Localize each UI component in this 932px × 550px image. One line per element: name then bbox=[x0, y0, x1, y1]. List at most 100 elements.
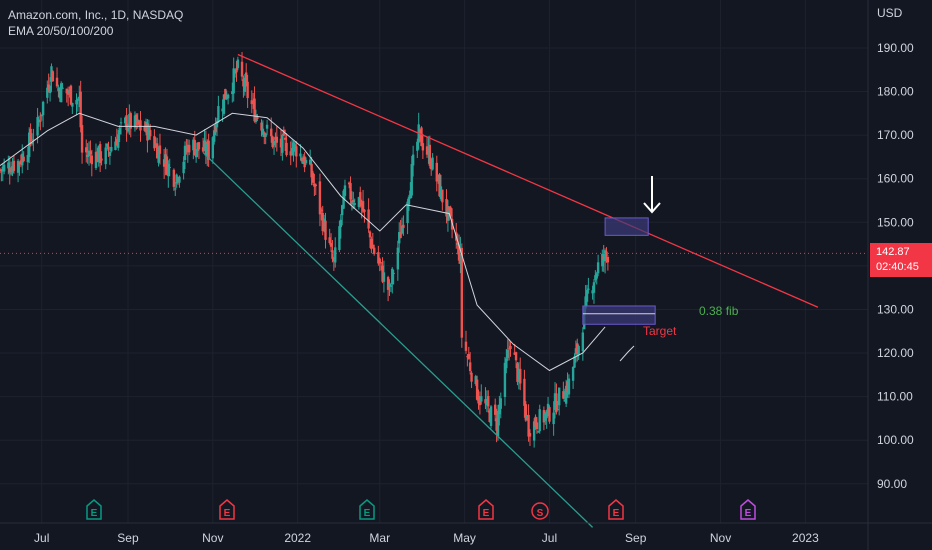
candle bbox=[226, 93, 230, 105]
candle-body bbox=[274, 136, 277, 140]
candle-body bbox=[119, 122, 123, 124]
time-tick-label: Jul bbox=[542, 531, 557, 545]
candle-body bbox=[513, 352, 516, 355]
candle bbox=[555, 383, 558, 415]
candle-body bbox=[270, 128, 273, 137]
candle-body bbox=[186, 144, 189, 153]
candle bbox=[146, 119, 149, 153]
candle bbox=[96, 147, 99, 163]
candle bbox=[441, 189, 444, 211]
candle bbox=[389, 282, 393, 293]
candle-body bbox=[85, 147, 88, 153]
candle-body bbox=[245, 72, 248, 84]
candle-body bbox=[58, 89, 62, 99]
event-marker-e[interactable]: E bbox=[86, 499, 102, 520]
candle bbox=[167, 160, 170, 188]
candle-body bbox=[47, 84, 50, 90]
candle-body bbox=[129, 113, 132, 129]
candle bbox=[300, 156, 304, 164]
candle-body bbox=[370, 238, 373, 250]
candle-body bbox=[409, 190, 412, 199]
candle bbox=[591, 285, 594, 300]
candle-body bbox=[201, 147, 205, 152]
candle-body bbox=[594, 275, 597, 280]
candle bbox=[16, 158, 20, 183]
candle-body bbox=[595, 273, 598, 279]
candle bbox=[460, 243, 464, 348]
candle-body bbox=[222, 94, 226, 114]
candle bbox=[206, 139, 209, 167]
candle bbox=[566, 372, 569, 398]
candle-body bbox=[61, 87, 64, 89]
event-marker-e[interactable]: E bbox=[478, 499, 494, 520]
down-arrow-icon[interactable] bbox=[643, 176, 661, 214]
candle-body bbox=[574, 348, 578, 355]
candle bbox=[155, 137, 159, 159]
candle bbox=[321, 205, 324, 236]
candle bbox=[250, 90, 253, 114]
candle-body bbox=[115, 139, 119, 146]
candle-body bbox=[197, 142, 201, 150]
candle-body bbox=[538, 409, 541, 432]
price-zones[interactable] bbox=[582, 217, 656, 325]
event-marker-e[interactable]: E bbox=[608, 499, 624, 520]
candle-body bbox=[32, 139, 35, 141]
candle bbox=[457, 234, 461, 264]
candle-body bbox=[57, 88, 60, 92]
candle-body bbox=[107, 146, 110, 151]
candle bbox=[172, 168, 176, 191]
time-axis[interactable]: Jul Sep Nov 2022 Mar May Jul Sep Nov 2023 bbox=[34, 531, 819, 545]
candle-body bbox=[563, 399, 566, 402]
time-tick-label: Mar bbox=[369, 531, 390, 545]
candle-body bbox=[498, 404, 501, 415]
candle-body bbox=[400, 225, 404, 234]
candle-body bbox=[7, 162, 10, 169]
event-marker-e[interactable]: E bbox=[359, 499, 375, 520]
candle bbox=[275, 125, 279, 152]
candle-body bbox=[318, 181, 322, 215]
symbol-title[interactable]: Amazon.com, Inc., 1D, NASDAQ bbox=[8, 8, 184, 22]
countdown-timer: 02:40:45 bbox=[876, 261, 919, 274]
candle-body bbox=[135, 114, 138, 125]
candle bbox=[224, 88, 227, 100]
resistance-trendline bbox=[237, 53, 819, 308]
candle-body bbox=[16, 160, 20, 173]
candle bbox=[264, 132, 267, 145]
target-arrow-line bbox=[619, 345, 635, 362]
candle-body bbox=[272, 140, 276, 146]
candle bbox=[114, 136, 117, 151]
candle bbox=[37, 115, 41, 127]
event-marker-e[interactable]: E bbox=[740, 499, 756, 520]
candle bbox=[196, 142, 199, 158]
event-marker-e[interactable]: E bbox=[219, 499, 235, 520]
candle-body bbox=[411, 154, 415, 166]
candle-body bbox=[555, 393, 558, 413]
candle-body bbox=[37, 119, 41, 123]
candle bbox=[231, 82, 234, 103]
candle bbox=[11, 157, 14, 177]
candle-body bbox=[12, 160, 16, 171]
candle bbox=[313, 173, 316, 196]
candle bbox=[2, 158, 6, 175]
candle-body bbox=[548, 407, 551, 422]
candle-body bbox=[75, 99, 78, 105]
candle bbox=[567, 374, 571, 399]
candle-body bbox=[254, 114, 258, 122]
candle-body bbox=[314, 184, 317, 187]
candle-body bbox=[144, 121, 148, 133]
event-marker-s[interactable]: S bbox=[531, 502, 549, 520]
indicator-label[interactable]: EMA 20/50/100/200 bbox=[8, 24, 114, 38]
candle-body bbox=[449, 207, 452, 217]
candle bbox=[436, 174, 440, 184]
candle bbox=[464, 330, 468, 354]
candle-body bbox=[157, 147, 160, 163]
candle-body bbox=[225, 98, 228, 100]
candle-body bbox=[464, 341, 468, 351]
candle-body bbox=[425, 146, 429, 155]
candle-body bbox=[517, 369, 521, 381]
candle bbox=[147, 119, 151, 140]
trendlines[interactable] bbox=[202, 53, 819, 528]
candle-body bbox=[343, 185, 347, 196]
